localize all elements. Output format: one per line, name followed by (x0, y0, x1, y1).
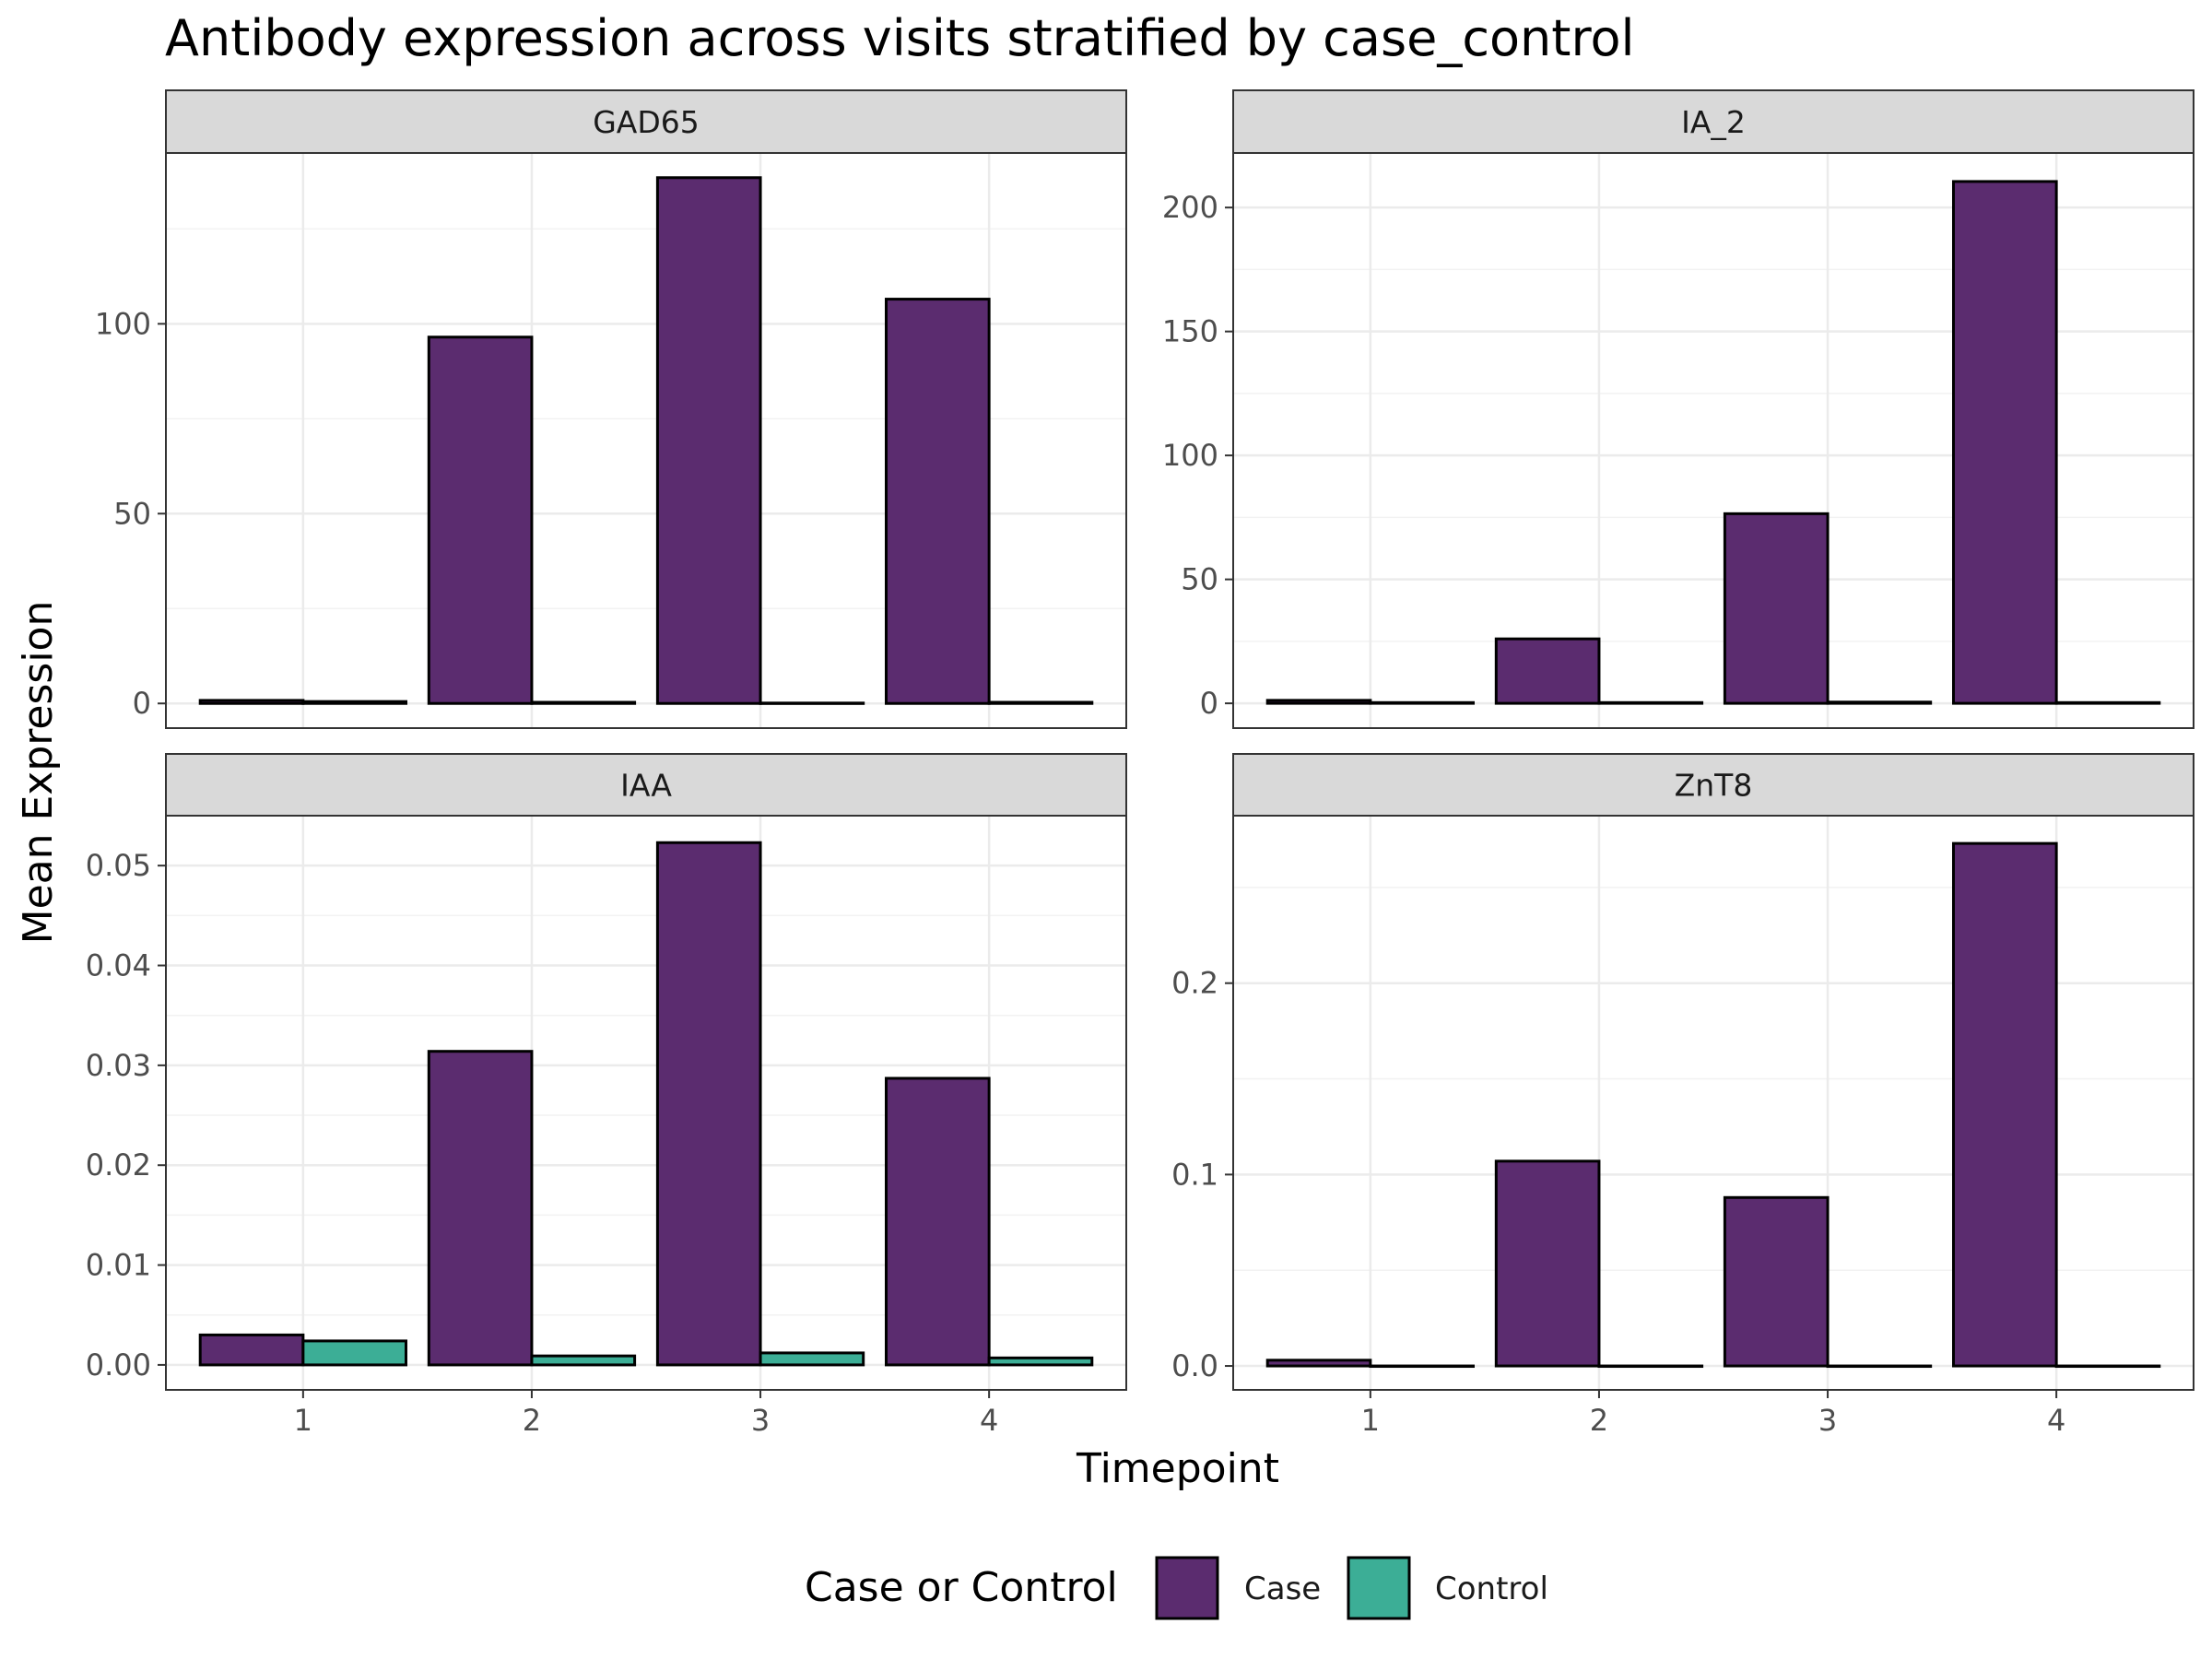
y-tick-label: 0.05 (86, 848, 151, 883)
facet-strip (165, 753, 1127, 817)
bar-control-4 (2054, 700, 2161, 705)
legend-key-case (1155, 1556, 1219, 1620)
facet-strip-label: IA_2 (1681, 104, 1746, 140)
bar-case-3 (655, 841, 762, 1367)
bar-control-1 (301, 1339, 408, 1367)
bar-case-4 (1952, 180, 2058, 705)
x-tick-label: 1 (294, 1403, 312, 1438)
legend-label-case: Case (1244, 1571, 1321, 1607)
y-tick-label: 0.00 (86, 1347, 151, 1382)
bar-case-3 (655, 176, 762, 705)
y-tick-label: 100 (95, 306, 151, 341)
y-tick-label: 50 (1181, 562, 1218, 597)
bar-control-2 (530, 1354, 637, 1367)
y-axis-title: Mean Expression (15, 601, 62, 945)
bar-control-3 (1826, 1364, 1933, 1369)
bar-control-3 (759, 1351, 865, 1367)
facet-panel-IAA: IAA 0.00 0.01 0.02 0.03 0.04 0.05 1 2 3 4 (86, 753, 1127, 1438)
facet-panel-ZnT8: ZnT8 0.0 0.1 0.2 1 2 3 4 (1171, 753, 2194, 1438)
facet-strip-label: ZnT8 (1675, 768, 1753, 804)
y-tick-label: 0.1 (1171, 1157, 1218, 1192)
legend-title: Case or Control (805, 1564, 1118, 1611)
x-tick-label: 4 (2047, 1403, 2065, 1438)
bar-case-2 (1494, 637, 1601, 705)
y-tick-label: 0 (133, 686, 151, 721)
y-tick-label: 0.0 (1171, 1348, 1218, 1383)
y-tick-label: 200 (1162, 190, 1218, 225)
x-tick-label: 2 (523, 1403, 541, 1438)
bar-control-4 (987, 1356, 1094, 1367)
x-tick-label: 3 (751, 1403, 770, 1438)
x-tick-label: 2 (1590, 1403, 1608, 1438)
bar-case-2 (1494, 1159, 1601, 1368)
facet-strip (1232, 753, 2194, 817)
facet-strip (165, 89, 1127, 154)
bar-case-4 (885, 298, 991, 705)
facet-panel-IA_2: IA_2 0 50 100 150 200 (1162, 89, 2194, 729)
bar-control-4 (987, 700, 1094, 705)
legend-label-control: Control (1435, 1571, 1548, 1607)
y-tick-label: 0.01 (86, 1248, 151, 1283)
y-tick-label: 0.02 (86, 1147, 151, 1182)
bar-control-2 (530, 700, 637, 705)
bar-case-3 (1723, 1195, 1830, 1368)
bar-control-4 (2054, 1364, 2161, 1369)
bar-case-2 (427, 1050, 534, 1367)
facet-strip-label: GAD65 (593, 104, 700, 140)
bar-control-1 (301, 700, 408, 705)
y-tick-label: 0.04 (86, 948, 151, 983)
facet-panel-GAD65: GAD65 0 50 100 (95, 89, 1127, 729)
y-tick-label: 100 (1162, 438, 1218, 473)
bar-case-1 (1265, 1359, 1372, 1368)
bar-case-4 (885, 1077, 991, 1367)
x-axis-title: Timepoint (1076, 1445, 1279, 1492)
bar-control-2 (1597, 700, 1704, 705)
y-tick-label: 0 (1200, 686, 1218, 721)
legend: Case or Control Case Control (805, 1556, 1548, 1620)
bar-control-2 (1597, 1364, 1704, 1369)
bar-control-3 (759, 701, 865, 705)
y-tick-label: 0.2 (1171, 966, 1218, 1001)
facet-strip-label: IAA (620, 768, 672, 804)
panels: GAD65050100IA_2050100150200IAA0.000.010.… (86, 89, 2194, 1438)
x-tick-label: 3 (1818, 1403, 1837, 1438)
bar-case-2 (427, 335, 534, 705)
facet-strip (1232, 89, 2194, 154)
bar-case-4 (1952, 841, 2058, 1368)
y-tick-label: 150 (1162, 314, 1218, 349)
y-tick-label: 0.03 (86, 1048, 151, 1083)
chart-title: Antibody expression across visits strati… (165, 9, 1635, 67)
bar-control-1 (1369, 1364, 1476, 1369)
bar-case-3 (1723, 512, 1830, 705)
y-tick-label: 50 (113, 496, 151, 531)
bar-case-1 (198, 699, 305, 705)
bar-control-3 (1826, 700, 1933, 705)
legend-key-control (1347, 1556, 1411, 1620)
bar-case-1 (198, 1333, 305, 1367)
bar-control-1 (1369, 700, 1476, 705)
x-tick-label: 4 (980, 1403, 998, 1438)
x-tick-label: 1 (1361, 1403, 1380, 1438)
bar-case-1 (1265, 699, 1372, 705)
